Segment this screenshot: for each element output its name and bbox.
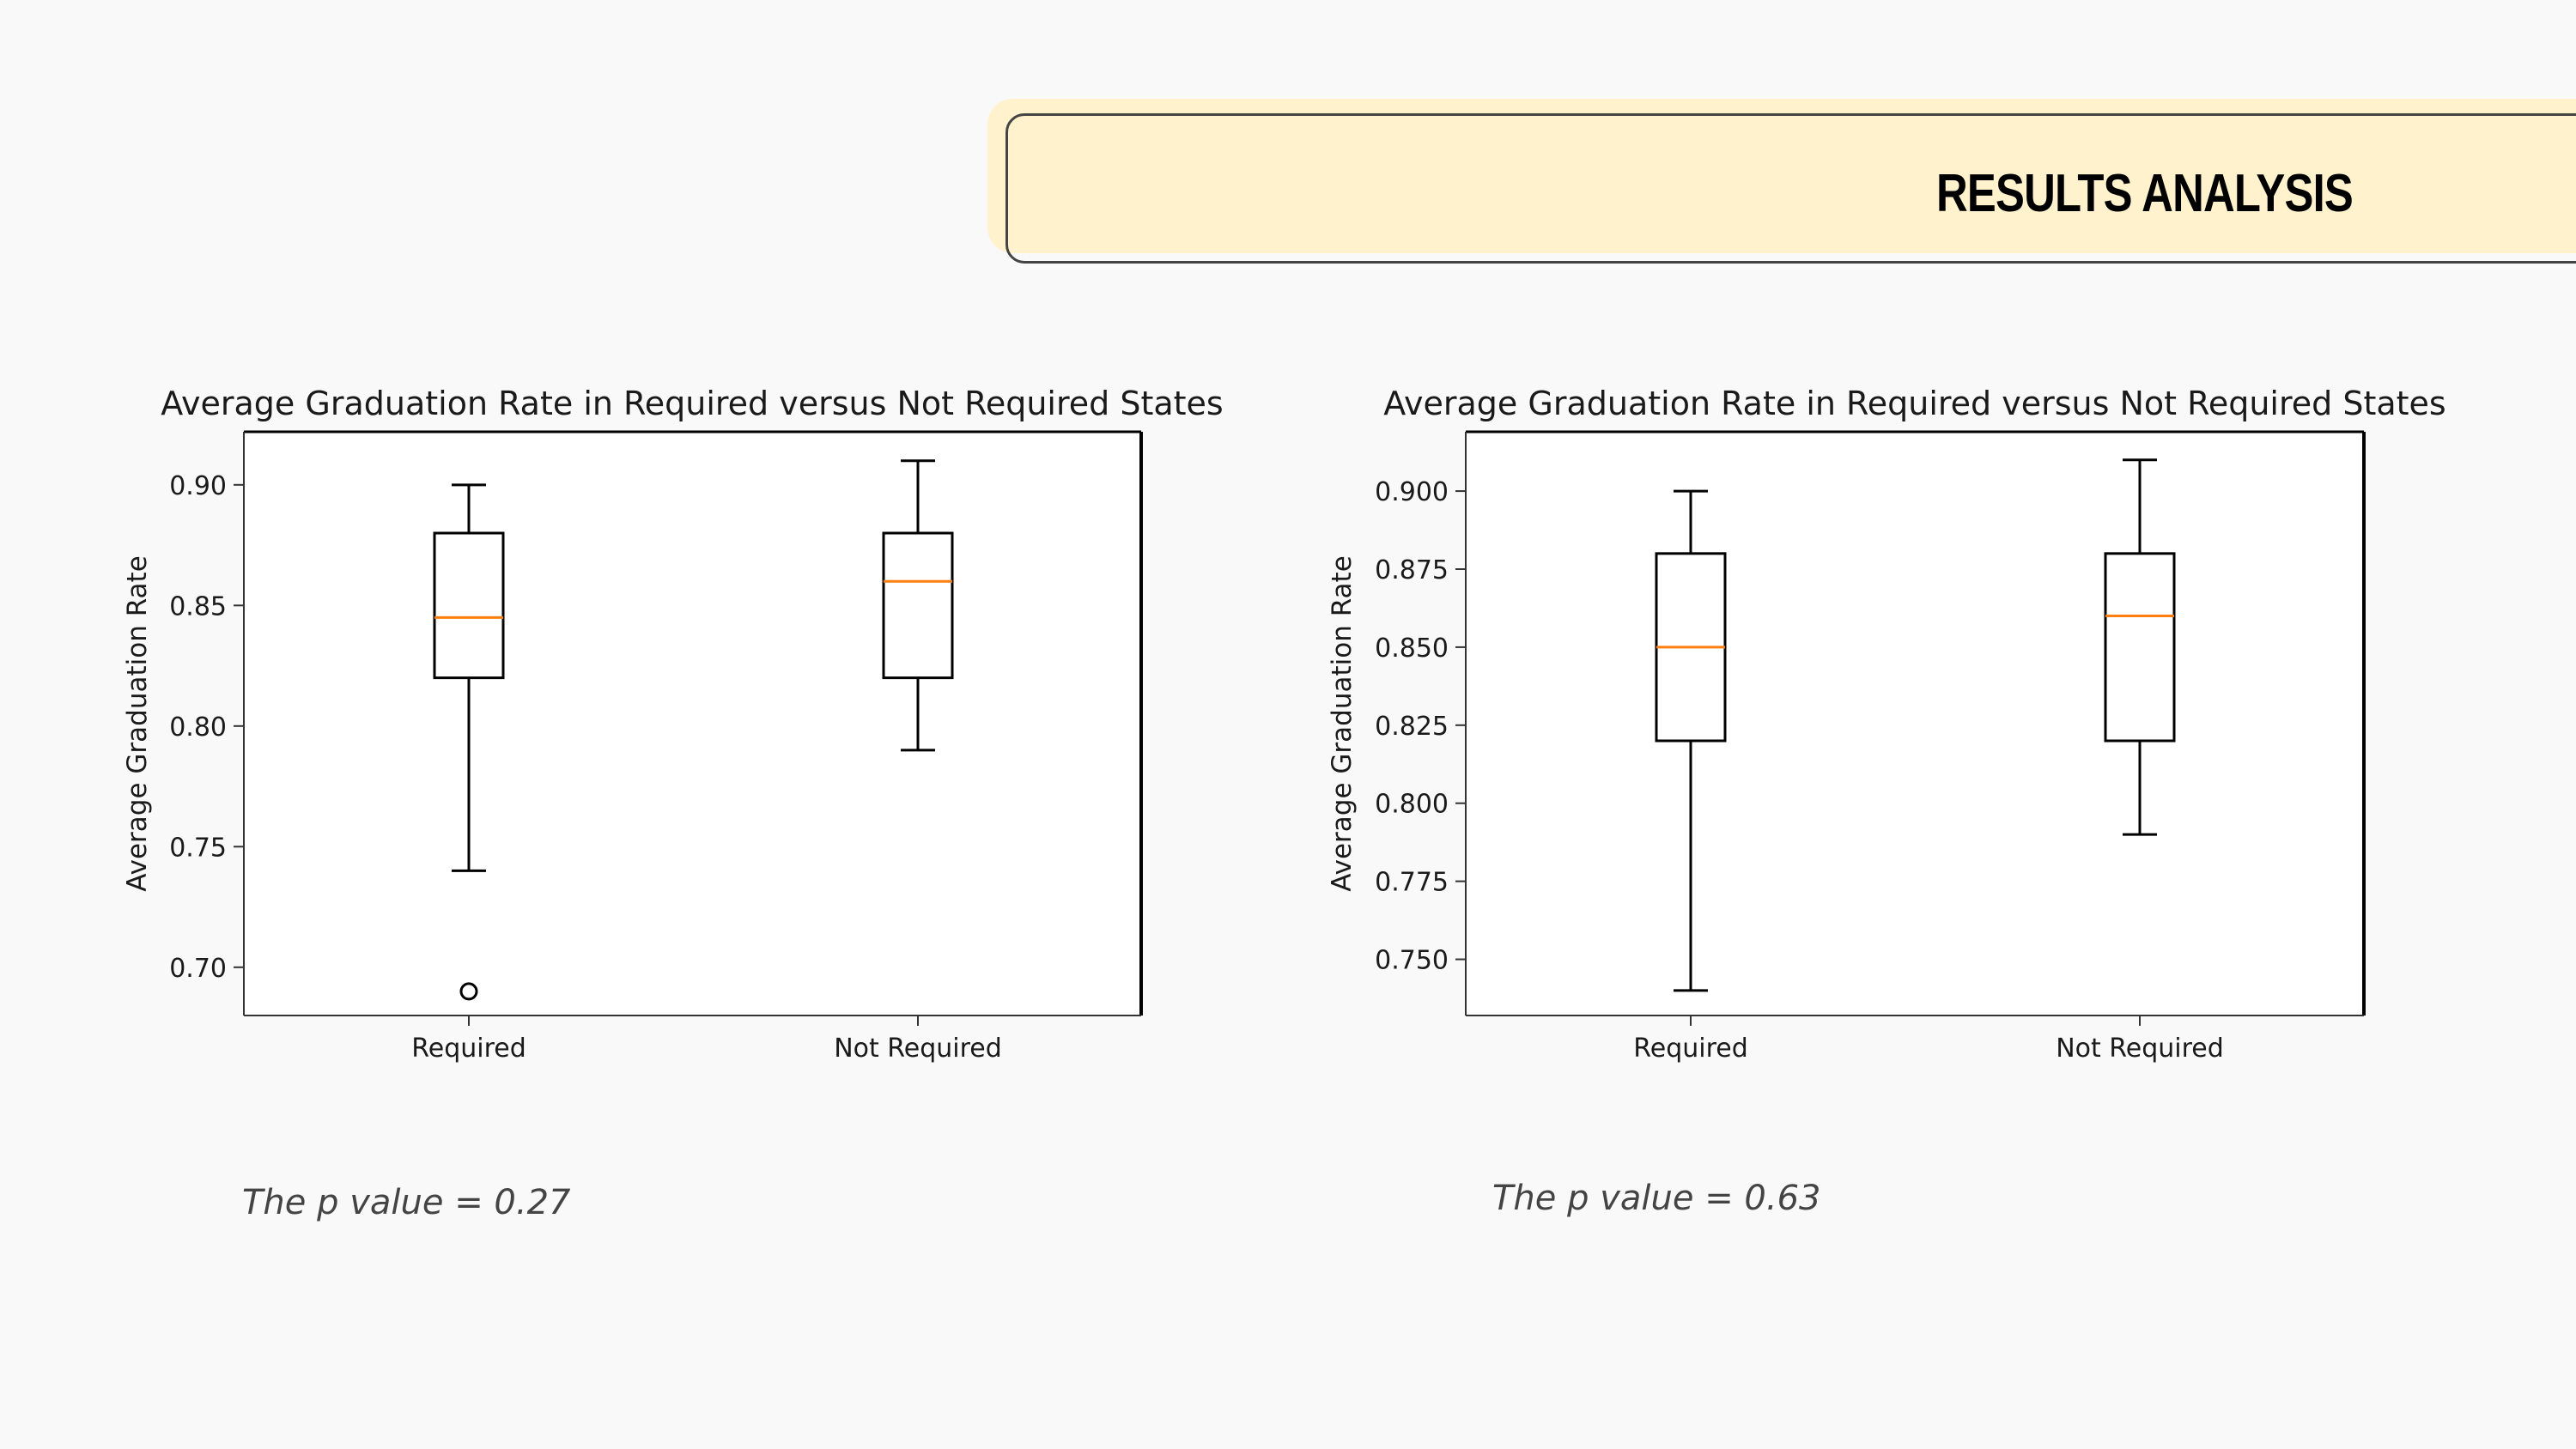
plot-area	[1466, 432, 2364, 1016]
slide-title: RESULTS ANALYSIS	[1936, 164, 2354, 223]
x-tick-label: Required	[411, 1034, 526, 1064]
p-value-left: The p value = 0.27	[242, 1183, 571, 1222]
y-tick-label: 0.750	[1375, 946, 1449, 976]
box-not-required	[2104, 552, 2176, 743]
y-tick-label: 0.875	[1375, 555, 1449, 585]
box-plot-left: Average Graduation Rate in Required vers…	[122, 385, 1224, 1064]
y-tick-label: 0.80	[169, 712, 227, 743]
y-axis-label: Average Graduation Rate	[122, 555, 153, 892]
y-tick-label: 0.900	[1375, 477, 1449, 507]
y-tick-label: 0.70	[169, 954, 227, 984]
slide-header-banner	[987, 99, 2576, 253]
y-tick-label: 0.85	[169, 591, 227, 621]
y-tick-label: 0.775	[1375, 868, 1449, 898]
slide-header-outline	[1005, 113, 2576, 264]
y-tick-label: 0.90	[169, 471, 227, 501]
x-tick-label: Required	[1633, 1034, 1748, 1064]
y-tick-label: 0.75	[169, 833, 227, 863]
y-tick-label: 0.850	[1375, 634, 1449, 664]
p-value-right: The p value = 0.63	[1492, 1179, 1821, 1218]
y-tick-label: 0.800	[1375, 790, 1449, 820]
y-tick-label: 0.825	[1375, 712, 1449, 742]
x-tick-label: Not Required	[2056, 1034, 2224, 1064]
plot-area	[244, 432, 1141, 1016]
outlier-required	[459, 982, 478, 1001]
y-axis-label: Average Graduation Rate	[1327, 555, 1358, 892]
chart-title: Average Graduation Rate in Required vers…	[1383, 385, 2445, 422]
box-required	[433, 531, 505, 680]
box-not-required	[882, 531, 954, 680]
x-tick-label: Not Required	[834, 1034, 1002, 1064]
chart-title: Average Graduation Rate in Required vers…	[161, 385, 1223, 422]
